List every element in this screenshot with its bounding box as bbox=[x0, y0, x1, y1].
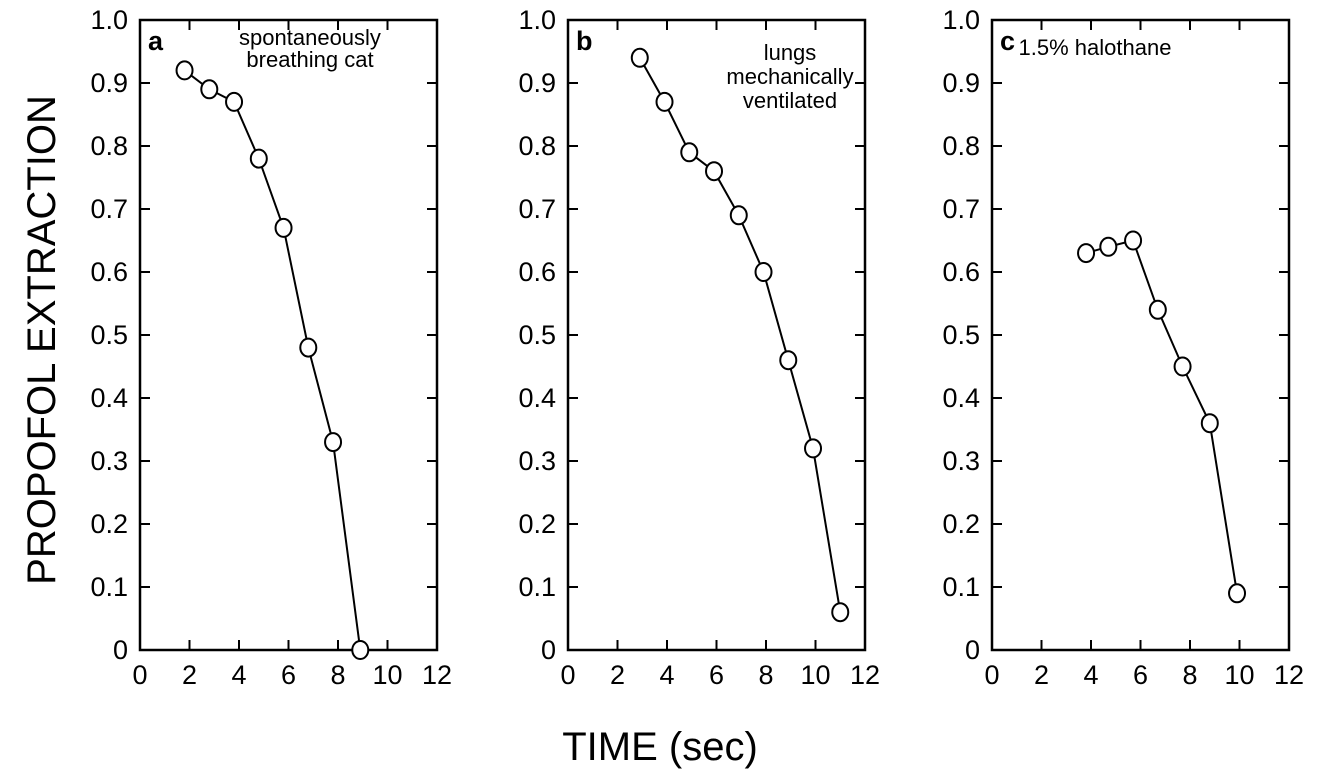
y-tick-label: 0 bbox=[541, 635, 556, 665]
panel-letter: c bbox=[1000, 26, 1015, 56]
y-tick-label: 0.4 bbox=[90, 383, 128, 413]
data-point bbox=[299, 337, 318, 358]
y-tick-label: 0 bbox=[965, 635, 980, 665]
plot-frame bbox=[566, 18, 867, 652]
y-tick-label: 0.6 bbox=[518, 257, 556, 287]
data-point bbox=[705, 161, 724, 182]
panel-letter: a bbox=[148, 26, 164, 56]
y-tick-label: 1.0 bbox=[518, 5, 556, 35]
x-tick-label: 10 bbox=[372, 660, 402, 690]
data-point bbox=[1077, 243, 1096, 264]
data-point bbox=[655, 91, 674, 112]
y-tick-label: 0.3 bbox=[518, 446, 556, 476]
data-point bbox=[729, 205, 748, 226]
panel-letter: b bbox=[576, 26, 593, 56]
x-tick-label: 2 bbox=[182, 660, 197, 690]
x-tick-label: 6 bbox=[281, 660, 296, 690]
data-point bbox=[1200, 413, 1219, 434]
data-point bbox=[1124, 230, 1143, 251]
data-point bbox=[351, 640, 370, 660]
y-tick-label: 0.8 bbox=[518, 131, 556, 161]
plot-frame bbox=[990, 18, 1291, 652]
panel-c: 0 0.1 0.2 0.3 0.4 0.5 0.6 0.7 0.8 0.9 1.0 0 2 4 6 8 10 12… bbox=[942, 5, 1304, 690]
x-tick-label: 0 bbox=[132, 660, 147, 690]
data-point bbox=[200, 79, 219, 100]
x-tick-label: 4 bbox=[1083, 660, 1098, 690]
data-point bbox=[249, 148, 268, 169]
data-point bbox=[225, 91, 244, 112]
panels: 0 0.1 0.2 0.3 0.4 0.5 0.6 0.7 0.8 0.9 1.0 0 2 4 6 8 10 12… bbox=[90, 5, 1304, 690]
x-tick-label: 0 bbox=[984, 660, 999, 690]
plot-frame bbox=[138, 18, 439, 652]
x-tick-label: 8 bbox=[1182, 660, 1197, 690]
panel-annotation: breathing cat bbox=[246, 47, 373, 72]
y-tick-label: 0.8 bbox=[942, 131, 980, 161]
panel-annotation: ventilated bbox=[743, 88, 837, 113]
data-point bbox=[1148, 299, 1167, 320]
y-tick-label: 0.3 bbox=[942, 446, 980, 476]
y-axis-title: PROPOFOL EXTRACTION bbox=[20, 95, 64, 585]
data-point bbox=[831, 602, 850, 623]
data-point bbox=[1228, 583, 1247, 604]
data-point bbox=[804, 438, 823, 459]
series-line bbox=[183, 69, 362, 651]
y-tick-label: 0.4 bbox=[942, 383, 980, 413]
x-tick-label: 10 bbox=[800, 660, 830, 690]
y-tick-label: 0.7 bbox=[90, 194, 128, 224]
data-point bbox=[274, 217, 293, 238]
y-tick-label: 0.1 bbox=[518, 572, 556, 602]
y-tick-label: 0.6 bbox=[90, 257, 128, 287]
y-tick-label: 0.4 bbox=[518, 383, 556, 413]
data-point bbox=[1099, 236, 1118, 257]
y-tick-label: 0 bbox=[113, 635, 128, 665]
y-tick-label: 0.3 bbox=[90, 446, 128, 476]
y-tick-label: 0.2 bbox=[942, 509, 980, 539]
y-tick-label: 0.9 bbox=[942, 68, 980, 98]
x-tick-label: 2 bbox=[1034, 660, 1049, 690]
x-tick-label: 4 bbox=[231, 660, 246, 690]
y-tick-label: 1.0 bbox=[90, 5, 128, 35]
panel-annotation: spontaneously bbox=[239, 25, 381, 50]
y-tick-label: 0.2 bbox=[518, 509, 556, 539]
x-axis-title: TIME (sec) bbox=[562, 725, 758, 769]
y-tick-label: 0.5 bbox=[942, 320, 980, 350]
series-line bbox=[638, 57, 842, 613]
y-tick-label: 0.7 bbox=[518, 194, 556, 224]
x-tick-label: 10 bbox=[1224, 660, 1254, 690]
x-tick-label: 8 bbox=[758, 660, 773, 690]
x-tick-label: 12 bbox=[850, 660, 880, 690]
y-tick-label: 0.8 bbox=[90, 131, 128, 161]
y-tick-label: 1.0 bbox=[942, 5, 980, 35]
y-tick-label: 0.7 bbox=[942, 194, 980, 224]
data-point bbox=[324, 432, 343, 453]
data-point bbox=[175, 60, 194, 81]
data-point bbox=[779, 350, 798, 371]
data-point bbox=[680, 142, 699, 163]
x-tick-label: 2 bbox=[610, 660, 625, 690]
y-tick-label: 0.2 bbox=[90, 509, 128, 539]
panel-annotation: 1.5% halothane bbox=[1019, 35, 1172, 60]
x-tick-label: 6 bbox=[709, 660, 724, 690]
y-tick-label: 0.9 bbox=[518, 68, 556, 98]
x-tick-label: 0 bbox=[560, 660, 575, 690]
panel-a: 0 0.1 0.2 0.3 0.4 0.5 0.6 0.7 0.8 0.9 1.0 0 2 4 6 8 10 12… bbox=[90, 5, 452, 690]
y-tick-label: 0.9 bbox=[90, 68, 128, 98]
x-tick-label: 4 bbox=[659, 660, 674, 690]
y-tick-label: 0.1 bbox=[942, 572, 980, 602]
y-tick-label: 0.6 bbox=[942, 257, 980, 287]
panel-annotation: lungs bbox=[764, 40, 817, 65]
panel-b: 0 0.1 0.2 0.3 0.4 0.5 0.6 0.7 0.8 0.9 1.0 0 2 4 6 8 10 12… bbox=[518, 5, 880, 690]
panel-annotation: mechanically bbox=[726, 64, 853, 89]
y-tick-label: 0.5 bbox=[90, 320, 128, 350]
x-tick-label: 12 bbox=[422, 660, 452, 690]
x-tick-label: 12 bbox=[1274, 660, 1304, 690]
x-tick-label: 8 bbox=[330, 660, 345, 690]
y-tick-label: 0.5 bbox=[518, 320, 556, 350]
data-point bbox=[1173, 356, 1192, 377]
x-tick-label: 6 bbox=[1133, 660, 1148, 690]
data-point bbox=[754, 262, 773, 282]
y-tick-label: 0.1 bbox=[90, 572, 128, 602]
data-point bbox=[630, 47, 649, 68]
